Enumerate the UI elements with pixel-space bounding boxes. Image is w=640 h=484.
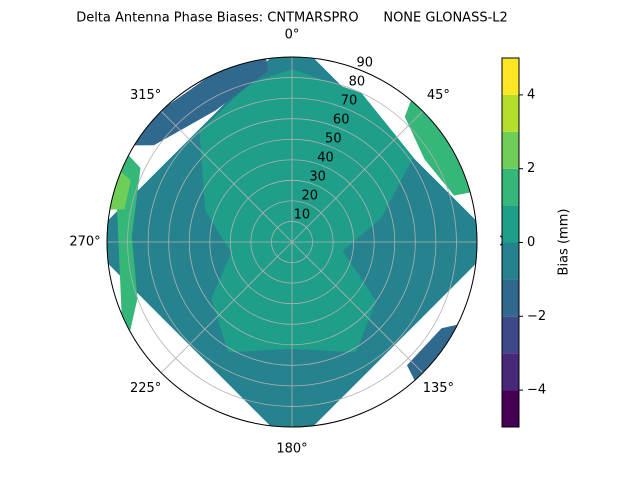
colorbar-band [502, 353, 519, 391]
grid-spoke [291, 241, 424, 374]
colorbar-band [502, 58, 519, 95]
colorbar-tick-label: −2 [527, 309, 546, 324]
colorbar-bg [482, 56, 500, 429]
colorbar-tick-label: 4 [527, 87, 535, 102]
colorbar-band [502, 279, 519, 317]
r-tick-label: 90 [357, 56, 374, 71]
r-tick-label: 50 [325, 132, 342, 147]
r-tick-label: 30 [309, 170, 326, 185]
grid-spoke [160, 110, 293, 243]
colorbar-band [502, 390, 519, 427]
r-tick-label: 40 [317, 151, 334, 166]
colorbar-tick-label: 0 [527, 235, 535, 250]
colorbar-band [502, 316, 519, 354]
r-tick-label: 10 [294, 208, 311, 223]
theta-tick-label: 0° [285, 28, 300, 43]
theta-tick-label: 45° [427, 88, 450, 103]
colorbar-label: Bias (mm) [557, 209, 572, 276]
overlay: 1020304050607080900°45°90°135°180°225°27… [69, 28, 510, 457]
colorbar-band [502, 131, 519, 169]
chart-title: Delta Antenna Phase Biases: CNTMARSPRO N… [76, 11, 508, 26]
colorbar-band [502, 242, 519, 280]
theta-tick-label: 225° [130, 381, 161, 396]
colorbar-tick-label: −4 [527, 383, 546, 398]
r-tick-label: 60 [333, 113, 350, 128]
grid-spoke [160, 241, 293, 374]
theta-tick-label: 135° [423, 381, 454, 396]
grid-spoke [291, 110, 424, 243]
colorbar-tick-label: 2 [527, 161, 535, 176]
theta-tick-label: 315° [130, 88, 161, 103]
r-tick-label: 20 [301, 189, 318, 204]
colorbar-band [502, 94, 519, 132]
theta-tick-label: 180° [276, 442, 307, 457]
colorbar-band [502, 168, 519, 206]
theta-tick-label: 270° [69, 235, 100, 250]
colorbar-band [502, 205, 519, 243]
r-tick-label: 70 [341, 94, 358, 109]
polar-frame [106, 56, 478, 428]
r-tick-label: 80 [349, 75, 366, 90]
